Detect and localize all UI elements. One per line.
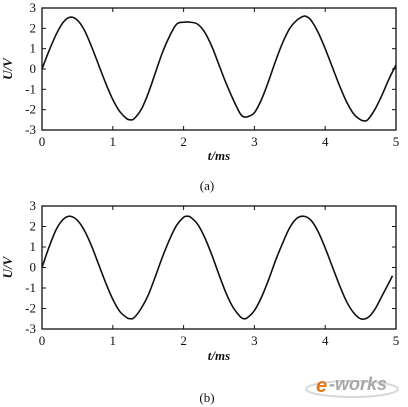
y-tick-label: 0 [30,61,37,76]
x-tick-label: 1 [110,333,117,348]
x-tick-label: 2 [180,333,187,348]
x-tick-label: 5 [393,333,400,348]
x-tick-label: 4 [322,134,329,149]
x-tick-label: 2 [180,134,187,149]
y-tick-label: -2 [25,301,36,316]
y-tick-label: 3 [30,0,37,15]
x-axis-label: t/ms [208,148,230,163]
panel-label: (b) [199,390,214,405]
x-tick-label: 4 [322,333,329,348]
y-tick-label: 2 [30,20,37,35]
y-tick-label: 2 [30,219,37,234]
x-tick-label: 5 [393,134,400,149]
panel-label: (a) [200,178,214,193]
chart-panel-b: 0 1 2 3 4 5 3 2 1 0 -1 -2 -3 t/ms U/V (b) [0,198,399,405]
series-line [41,15,397,122]
y-tick-label: -1 [25,280,36,295]
x-tick-label: 0 [39,134,46,149]
watermark-prefix: e [316,375,327,397]
y-axis-label: U/V [0,57,15,80]
x-tick-label: 3 [251,134,258,149]
y-axis-label: U/V [0,255,15,278]
y-tick-label: -3 [25,321,36,336]
y-tick-label: -3 [25,122,36,137]
y-tick-label: -2 [25,102,36,117]
y-tick-label: 1 [30,239,37,254]
series-line [41,215,394,321]
plot-frame [41,205,397,330]
chart-panel-a: 0 1 2 3 4 5 3 2 1 0 -1 -2 -3 t/ms U/V (a) [0,0,399,193]
x-tick-label: 1 [110,134,117,149]
plot-frame [41,7,397,131]
y-tick-label: -1 [25,81,36,96]
y-tick-label: 0 [30,260,37,275]
watermark-text: -works [329,374,387,394]
y-tick-label: 1 [30,41,37,56]
x-tick-label: 3 [251,333,258,348]
x-axis-label: t/ms [208,348,230,363]
x-tick-label: 0 [39,333,46,348]
eworks-watermark-logo: e -works [305,374,399,398]
y-tick-label: 3 [30,198,37,213]
